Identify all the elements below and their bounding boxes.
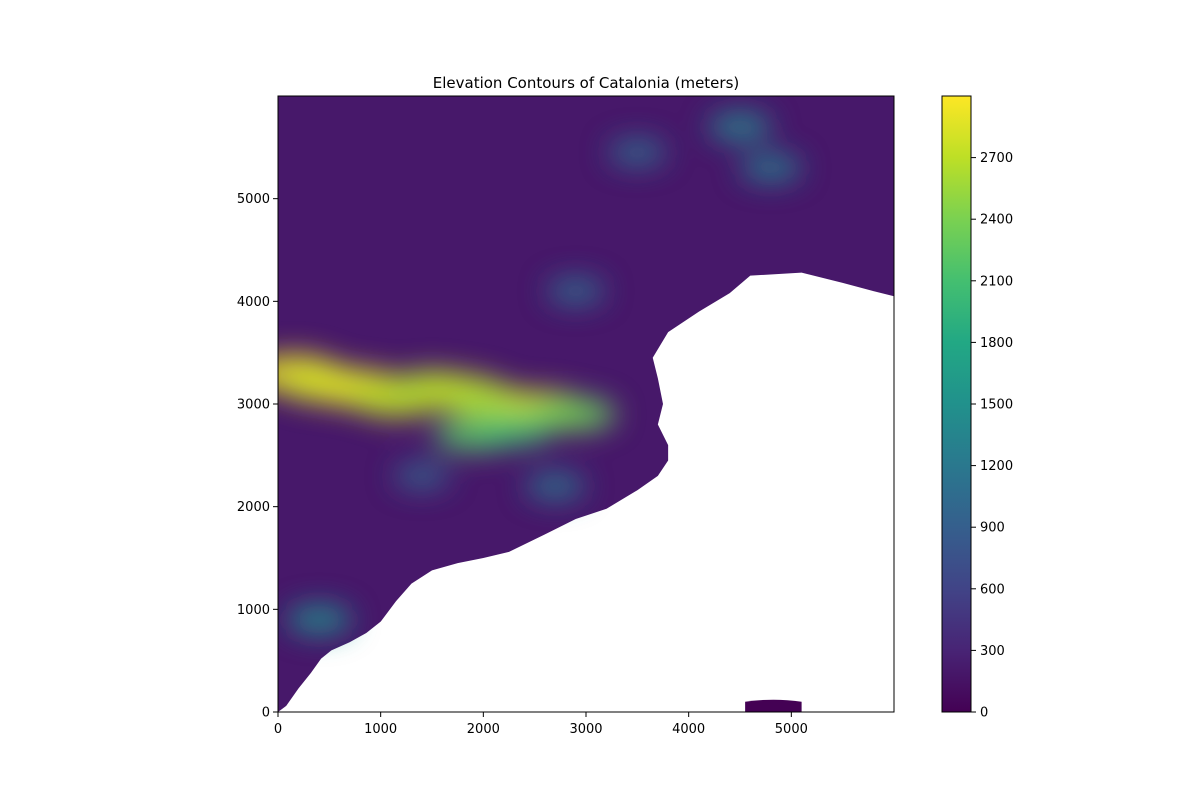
colorbar-tick-label: 2100 [980,274,1013,289]
colorbar-tick-label: 0 [980,706,988,721]
x-tick-label: 0 [274,722,282,737]
colorbar-ticks: 0 300 600 900 1200 1500 1800 2100 2400 2700 [971,151,1013,721]
colorbar-tick-label: 1200 [980,459,1013,474]
y-tick-label: 2000 [237,500,270,515]
x-tick-label: 4000 [672,722,705,737]
colorbar-tick-label: 2700 [980,151,1013,166]
colorbar-tick-label: 300 [980,644,1005,659]
x-tick-label: 1000 [364,722,397,737]
colorbar: 0 300 600 900 1200 1500 1800 2100 2400 2700 [941,95,1013,721]
y-tick-label: 3000 [237,398,270,413]
elevation-high-12 [708,112,772,142]
colorbar-tick-label: 1500 [980,398,1013,413]
y-axis: 0 1000 2000 3000 4000 5000 [237,192,278,721]
elevation-high-16 [525,472,586,501]
y-tick-label: 5000 [237,192,270,207]
elevation-high-13 [739,153,802,183]
colorbar-tick-label: 1800 [980,336,1013,351]
colorbar-tick-label: 900 [980,521,1005,536]
colorbar-tick-label: 2400 [980,213,1013,228]
elevation-high-8 [534,396,617,432]
x-tick-label: 3000 [569,722,602,737]
elevation-high-10 [475,412,554,447]
colorbar-tick-label: 600 [980,582,1005,597]
x-tick-label: 2000 [467,722,500,737]
elevation-high-17 [393,462,450,490]
x-axis: 0 1000 2000 3000 4000 5000 [274,712,808,737]
elevation-high-15 [546,277,605,305]
elevation-highs [278,112,802,635]
elevation-high-11 [286,604,353,635]
x-tick-label: 5000 [775,722,808,737]
y-tick-label: 4000 [237,295,270,310]
island [745,699,802,712]
elevation-high-14 [608,138,667,167]
plot-area [278,96,894,712]
y-tick-label: 1000 [237,603,270,618]
chart-title: Elevation Contours of Catalonia (meters) [433,74,740,92]
colorbar-bar [941,95,972,713]
y-tick-label: 0 [262,706,270,721]
